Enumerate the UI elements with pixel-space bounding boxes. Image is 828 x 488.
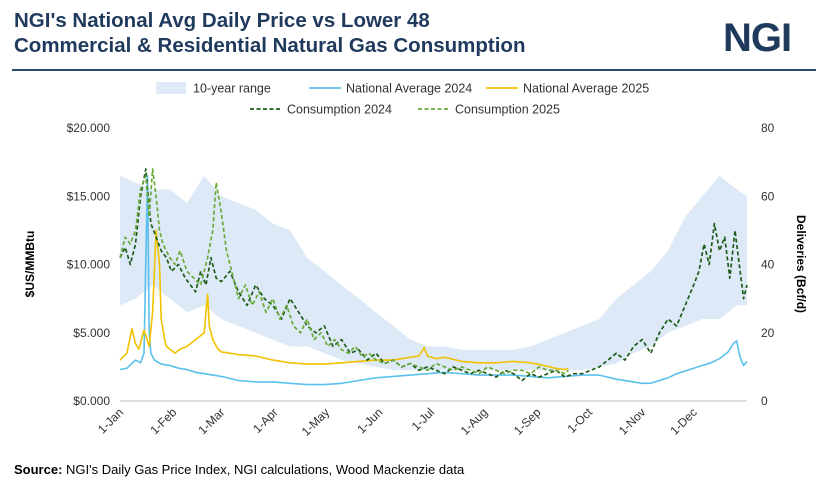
y-left-axis-title: $US/MMBtu xyxy=(23,231,37,298)
source-note: Source: NGI's Daily Gas Price Index, NGI… xyxy=(14,462,464,477)
y-right-tick-label: 0 xyxy=(761,394,768,408)
x-tick-label-1-Dec: 1-Dec xyxy=(667,405,700,438)
y-left-tick-label: $10.000 xyxy=(67,258,111,272)
x-tick-label-1-Mar: 1-Mar xyxy=(195,405,227,437)
series-line-national-average-2024 xyxy=(119,175,748,386)
title-line-2: Commercial & Residential Natural Gas Con… xyxy=(14,34,526,57)
x-tick-label-1-Nov: 1-Nov xyxy=(616,405,649,438)
series-10-year-range-band xyxy=(120,175,747,371)
x-tick-label-1-Aug: 1-Aug xyxy=(458,405,491,438)
legend-swatch-10-year-range xyxy=(156,82,186,94)
y-left-tick-label: $15.000 xyxy=(67,189,111,203)
x-tick-label-1-Apr: 1-Apr xyxy=(250,405,281,436)
header-divider xyxy=(12,69,816,71)
source-text: NGI's Daily Gas Price Index, NGI calcula… xyxy=(62,462,465,477)
legend-label-10-year-range: 10-year range xyxy=(193,82,271,96)
series-line-consumption-2025 xyxy=(119,168,569,375)
legend-label-national-average-2025: National Average 2025 xyxy=(523,82,649,96)
x-tick-label-1-Jul: 1-Jul xyxy=(409,405,437,433)
legend-label-consumption-2024: Consumption 2024 xyxy=(287,103,392,117)
x-tick-label-1-Feb: 1-Feb xyxy=(147,405,179,437)
y-right-axis-title: Deliveries (Bcf/d) xyxy=(794,215,808,313)
series-line-national-average-2025 xyxy=(119,229,569,371)
source-label: Source: xyxy=(14,462,63,477)
chart-title: NGI's National Avg Daily Price vs Lower … xyxy=(14,8,525,58)
title-line-1: NGI's National Avg Daily Price vs Lower … xyxy=(14,9,430,32)
legend-label-consumption-2025: Consumption 2025 xyxy=(455,103,560,117)
x-tick-label-1-Sep: 1-Sep xyxy=(511,405,544,438)
x-tick-label-1-May: 1-May xyxy=(299,405,332,438)
y-right-tick-label: 20 xyxy=(761,326,775,340)
legend-label-national-average-2024: National Average 2024 xyxy=(346,82,472,96)
x-tick-label-1-Jan: 1-Jan xyxy=(95,405,126,436)
y-left-tick-label: $5.000 xyxy=(73,326,110,340)
ngi-logo: NGI xyxy=(723,16,792,60)
y-right-tick-label: 40 xyxy=(761,258,775,272)
series-line-consumption-2024 xyxy=(119,168,748,382)
y-right-tick-label: 60 xyxy=(761,189,775,203)
y-right-tick-label: 80 xyxy=(761,121,775,135)
y-left-tick-label: $20.000 xyxy=(67,121,111,135)
x-tick-label-1-Oct: 1-Oct xyxy=(564,405,595,436)
y-left-tick-label: $0.000 xyxy=(73,394,110,408)
x-tick-label-1-Jun: 1-Jun xyxy=(354,405,385,436)
